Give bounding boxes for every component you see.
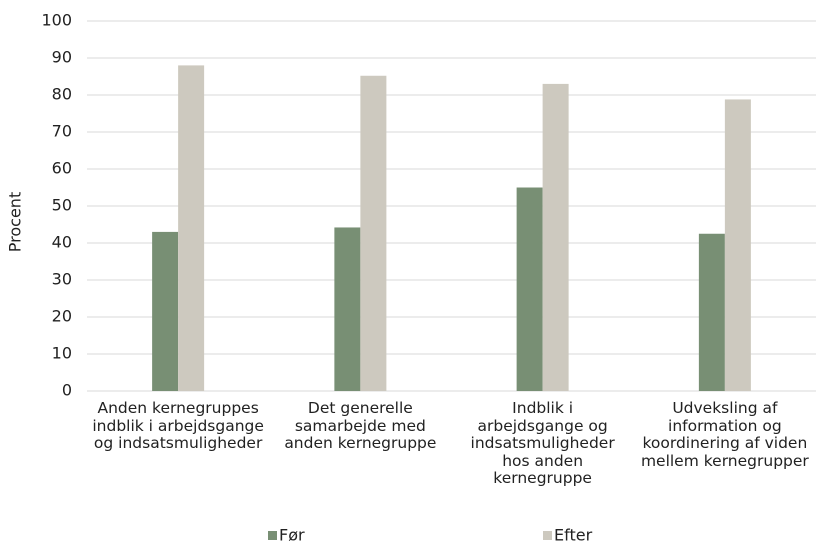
y-tick-label: 20 (52, 307, 72, 326)
legend-swatch (543, 531, 552, 540)
y-tick-label: 40 (52, 233, 72, 252)
y-axis-label: Procent (6, 192, 25, 252)
bar (724, 99, 751, 391)
legend-label: Før (279, 526, 305, 545)
bar (178, 65, 205, 392)
y-tick-label: 30 (52, 270, 72, 289)
x-tick-label: Udveksling af information og koordinerin… (640, 399, 809, 470)
y-tick-label: 0 (62, 381, 72, 400)
x-tick-label: Det generelle samarbejde med anden kerne… (284, 399, 437, 452)
bar (516, 187, 543, 391)
y-tick-label: 70 (52, 122, 72, 141)
bar (334, 227, 361, 391)
bar (698, 233, 725, 391)
bar (542, 83, 569, 392)
y-tick-label: 10 (52, 344, 72, 363)
y-tick-label: 90 (52, 48, 72, 67)
y-tick-label: 80 (52, 85, 72, 104)
y-tick-label: 100 (41, 11, 72, 30)
legend-label: Efter (554, 526, 593, 545)
y-tick-label: 60 (52, 159, 72, 178)
y-tick-label: 50 (52, 196, 72, 215)
x-tick-label: Indblik i arbejdsgange og indsatsmulighe… (470, 399, 615, 487)
bar (360, 75, 387, 391)
x-tick-label: Anden kernegruppes indblik i arbejdsgang… (92, 399, 264, 452)
legend-swatch (268, 531, 277, 540)
bar (152, 231, 179, 391)
